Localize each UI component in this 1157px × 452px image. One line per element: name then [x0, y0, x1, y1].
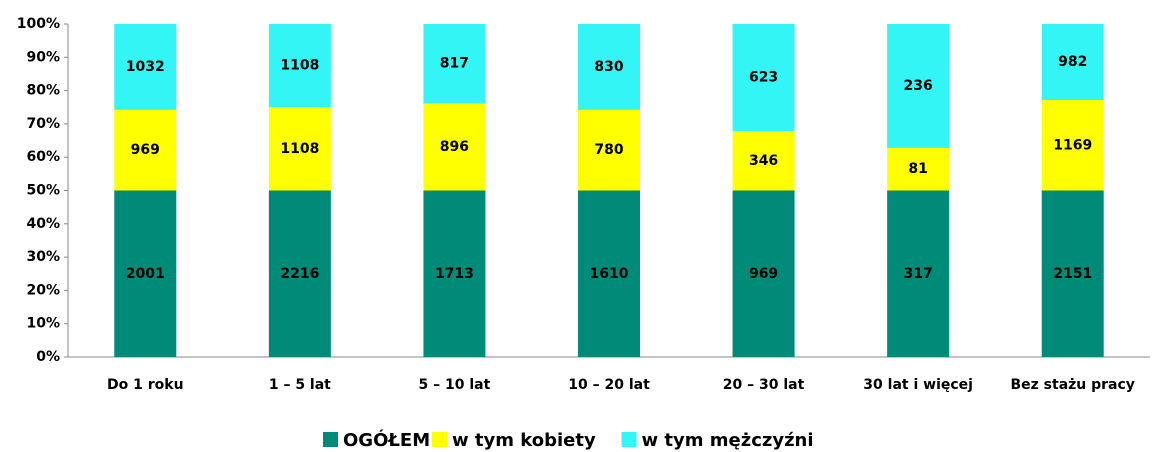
legend-label: w tym kobiety [452, 430, 596, 451]
bar-segment [268, 107, 331, 191]
data-label: 346 [749, 153, 778, 169]
data-label: 317 [904, 266, 933, 282]
data-label: 1108 [280, 141, 319, 157]
bar-segment [114, 109, 177, 191]
data-label: 817 [440, 56, 469, 72]
legend-swatch [323, 432, 338, 447]
bar-segment [732, 131, 795, 191]
y-tick-label: 100% [17, 16, 60, 32]
data-label: 1610 [590, 266, 629, 282]
legend-swatch [621, 432, 637, 447]
x-tick-label: Bez stażu pracy [1010, 377, 1134, 393]
y-tick-label: 30% [26, 249, 60, 265]
data-label: 1032 [126, 59, 165, 75]
y-tick-label: 20% [26, 282, 60, 298]
data-label: 623 [749, 70, 778, 86]
bar-segment [887, 24, 950, 148]
data-label: 1713 [435, 266, 474, 282]
data-label: 81 [908, 161, 927, 177]
bar-segment [268, 24, 331, 108]
bar-segment [1041, 190, 1104, 357]
bar-segment [578, 109, 640, 191]
bar-segment [578, 190, 640, 357]
bar-segment [114, 190, 177, 357]
data-label: 896 [440, 139, 469, 155]
data-label: 830 [594, 59, 623, 75]
data-label: 2151 [1053, 266, 1092, 282]
data-label: 2001 [126, 266, 165, 282]
y-tick-label: 10% [26, 316, 60, 332]
data-label: 1169 [1053, 137, 1092, 153]
data-label: 780 [594, 142, 623, 158]
bar-segment [114, 24, 177, 110]
bar-segment [423, 24, 486, 104]
bar-segment [1041, 24, 1104, 101]
bar-segment [732, 24, 795, 132]
y-tick-label: 50% [26, 183, 60, 199]
data-label: 2216 [280, 266, 319, 282]
legend-label: w tym mężczyźni [642, 430, 814, 451]
data-label: 1108 [280, 58, 319, 74]
legend-swatch [432, 432, 447, 447]
data-label: 969 [131, 142, 160, 158]
bar-segment [268, 190, 331, 357]
y-tick-label: 80% [26, 83, 60, 99]
bar-segment [1041, 100, 1104, 191]
x-tick-label: 20 – 30 lat [723, 377, 805, 393]
data-label: 982 [1058, 54, 1087, 70]
y-tick-label: 40% [26, 216, 60, 232]
bar-segment [887, 190, 950, 357]
bar-segment [423, 103, 486, 191]
legend-label: OGÓŁEM [343, 429, 430, 451]
y-tick-label: 70% [26, 116, 60, 132]
x-tick-label: 30 lat i więcej [863, 377, 973, 393]
x-tick-label: 1 – 5 lat [269, 377, 331, 393]
bar-segment [887, 147, 950, 191]
data-label: 969 [749, 266, 778, 282]
bar-segment [578, 24, 640, 110]
bar-segment [423, 190, 486, 357]
y-tick-label: 90% [26, 49, 60, 65]
data-label: 236 [904, 78, 933, 94]
x-tick-label: 5 – 10 lat [419, 377, 491, 393]
y-tick-label: 60% [26, 149, 60, 165]
y-tick-label: 0% [36, 349, 60, 365]
x-tick-label: Do 1 roku [107, 377, 184, 393]
x-tick-label: 10 – 20 lat [568, 377, 650, 393]
bar-segment [732, 190, 795, 357]
